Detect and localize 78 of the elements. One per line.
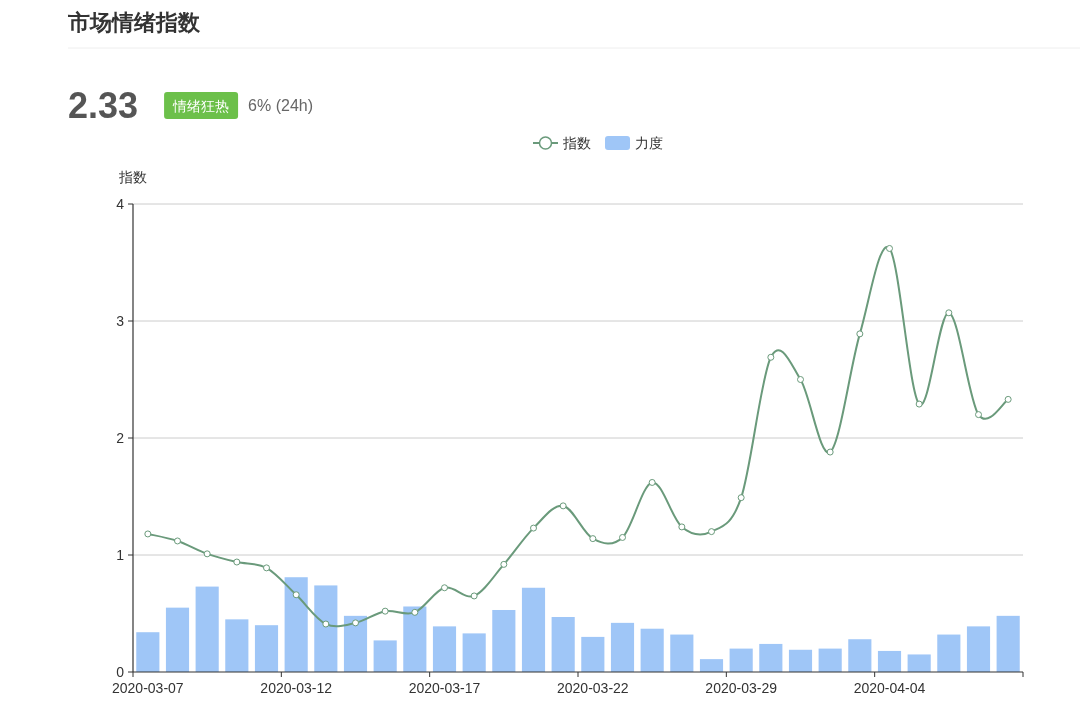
bar xyxy=(610,622,635,672)
bar xyxy=(136,632,160,672)
point xyxy=(559,502,567,510)
bar xyxy=(966,626,991,672)
point xyxy=(856,330,864,338)
bar xyxy=(699,659,724,672)
y-tick-label: 4 xyxy=(116,196,125,212)
point xyxy=(826,448,834,456)
x-tick-label: 2020-03-17 xyxy=(408,680,481,696)
bar xyxy=(996,615,1020,672)
point xyxy=(619,533,626,541)
bar xyxy=(432,626,457,672)
point xyxy=(975,411,982,419)
bar xyxy=(314,585,338,672)
point xyxy=(203,550,211,558)
point xyxy=(767,353,775,361)
point xyxy=(500,560,508,568)
bar xyxy=(165,607,190,672)
bar xyxy=(403,606,427,672)
bar xyxy=(254,625,279,672)
legend-label: 指数 xyxy=(562,135,591,151)
bar xyxy=(848,639,872,672)
x-tick-label: 2020-03-12 xyxy=(260,680,333,696)
bar xyxy=(551,617,575,672)
bar xyxy=(759,643,783,672)
point xyxy=(470,592,478,600)
bar xyxy=(343,615,368,672)
bar xyxy=(818,648,842,672)
bar xyxy=(670,634,694,672)
y-tick-label: 0 xyxy=(116,664,125,680)
tag: 情绪狂热 xyxy=(164,92,239,119)
y-tick-label: 3 xyxy=(116,313,125,329)
y-tick-label: 2 xyxy=(116,430,125,446)
point xyxy=(292,591,300,599)
x-tick-label: 2020-03-22 xyxy=(557,680,629,696)
point xyxy=(144,530,152,538)
bar xyxy=(284,577,308,672)
y-axis-title: 指数 xyxy=(118,169,147,185)
point xyxy=(708,528,715,536)
point xyxy=(915,400,923,408)
bar xyxy=(521,587,546,672)
bar xyxy=(195,586,219,672)
point xyxy=(678,523,686,531)
bar xyxy=(877,650,902,672)
legend-label: 力度 xyxy=(635,135,663,151)
point xyxy=(322,620,330,628)
bar xyxy=(373,640,397,672)
bar xyxy=(907,654,931,672)
text: 6% (24h) xyxy=(248,97,313,114)
bar xyxy=(225,619,249,672)
point xyxy=(1004,395,1012,403)
point xyxy=(352,619,359,627)
point xyxy=(263,564,270,572)
point xyxy=(886,244,893,252)
bar xyxy=(462,633,486,672)
y-tick-label: 1 xyxy=(116,547,125,563)
x-tick-label: 2020-03-29 xyxy=(705,680,778,696)
bar xyxy=(729,648,753,672)
x-tick-label: 2020-04-04 xyxy=(853,680,926,696)
bar xyxy=(640,628,664,672)
point xyxy=(737,494,745,502)
bar xyxy=(788,649,813,672)
point xyxy=(589,535,597,543)
point xyxy=(648,478,656,486)
point xyxy=(945,309,953,317)
point xyxy=(233,558,241,566)
text: 2.33 xyxy=(68,85,139,126)
point xyxy=(530,524,537,532)
point xyxy=(411,608,419,616)
bar xyxy=(492,609,516,672)
point xyxy=(174,537,181,545)
chart-title: 市场情绪指数 xyxy=(67,10,201,35)
bar xyxy=(937,634,961,672)
point xyxy=(441,584,448,592)
point xyxy=(381,607,389,615)
x-tick-label: 2020-03-07 xyxy=(112,680,184,696)
bar xyxy=(581,636,605,672)
point xyxy=(797,376,804,383)
